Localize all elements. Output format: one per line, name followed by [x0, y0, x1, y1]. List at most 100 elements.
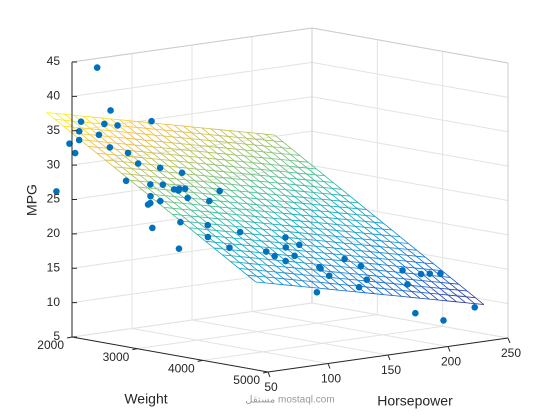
mesh-line	[377, 264, 387, 272]
mesh-line	[199, 216, 209, 219]
mesh-line	[316, 240, 326, 248]
mesh-line	[243, 232, 253, 241]
mesh-line	[337, 218, 347, 220]
mesh-line	[289, 231, 299, 239]
mesh-line	[371, 239, 382, 242]
mesh-line	[399, 236, 409, 244]
mesh-line	[276, 188, 286, 196]
mesh-line	[239, 262, 249, 270]
mesh-line	[278, 248, 288, 256]
mesh-line	[413, 273, 423, 281]
mesh-line	[155, 128, 164, 137]
mesh-line	[361, 244, 371, 252]
mesh-line	[229, 201, 239, 204]
data-point	[106, 144, 114, 151]
mesh-line	[362, 238, 373, 241]
mesh-line	[381, 234, 391, 243]
mesh-line	[231, 255, 241, 258]
mesh-line	[394, 277, 404, 285]
mesh-line	[288, 165, 298, 174]
mesh-line	[357, 279, 367, 288]
mesh-line	[168, 165, 179, 168]
z-tick-label: 45	[47, 54, 61, 68]
mesh-line	[308, 233, 318, 235]
mesh-line	[199, 210, 209, 219]
mesh-line	[321, 204, 331, 207]
mesh-line	[181, 208, 191, 217]
mesh-line	[205, 240, 215, 243]
mesh-line	[166, 183, 176, 186]
mesh-line	[402, 290, 412, 298]
mesh-line	[421, 286, 431, 288]
mesh-line	[267, 259, 277, 267]
mesh-line	[217, 218, 227, 226]
mesh-line	[117, 137, 126, 145]
mesh-line	[272, 217, 282, 226]
mesh-line	[207, 229, 217, 231]
mesh-line	[269, 170, 279, 178]
mesh-line	[248, 263, 258, 271]
mesh-line	[266, 199, 275, 207]
mesh-line	[327, 223, 337, 231]
data-point	[363, 276, 371, 284]
grid-line	[131, 328, 329, 364]
mesh-line	[113, 166, 123, 169]
mesh-line	[371, 239, 381, 248]
mesh-line	[234, 231, 244, 240]
points	[53, 64, 479, 324]
mesh-line	[192, 198, 202, 206]
box-edge	[311, 27, 509, 64]
mesh-line	[390, 241, 399, 249]
mesh-line	[403, 278, 414, 281]
data-point	[355, 283, 363, 291]
mesh-line	[218, 206, 228, 215]
mesh-line	[368, 268, 377, 277]
mesh-line	[294, 196, 304, 198]
data-point	[157, 197, 164, 205]
mesh-line	[386, 270, 396, 279]
mesh-line	[227, 142, 237, 150]
mesh-line	[172, 207, 183, 210]
mesh-line	[115, 154, 125, 157]
mesh-line	[329, 205, 339, 214]
mesh-line	[218, 135, 228, 143]
mesh-line	[178, 166, 188, 169]
data-point	[134, 160, 142, 167]
mesh-line	[143, 145, 153, 154]
mesh-line	[209, 211, 219, 214]
mesh-line	[190, 144, 199, 152]
mesh-line	[269, 175, 279, 178]
mesh-line	[114, 160, 123, 168]
mesh-line	[216, 224, 226, 232]
mesh-line	[274, 206, 284, 214]
mesh-line	[116, 142, 126, 145]
mesh-line	[384, 288, 394, 291]
mesh-line	[278, 176, 288, 185]
mesh-line	[225, 230, 235, 233]
mesh-line	[290, 154, 300, 162]
y-tick	[507, 337, 511, 344]
mesh-line	[225, 225, 235, 233]
mesh-line	[235, 154, 245, 157]
mesh-line	[220, 194, 230, 197]
mesh-line	[320, 276, 330, 284]
mesh-line	[291, 148, 300, 156]
mesh-line	[466, 296, 476, 299]
mesh-line	[343, 242, 354, 245]
mesh-line	[251, 168, 262, 170]
mesh-line	[141, 163, 151, 171]
mesh-line	[252, 162, 262, 164]
mesh-line	[264, 216, 274, 219]
mesh-line	[168, 171, 178, 174]
mesh-line	[287, 177, 297, 186]
y-tick	[267, 371, 271, 378]
mesh-line	[319, 216, 329, 219]
mesh-line	[287, 177, 297, 180]
mesh-line	[260, 174, 270, 177]
z-tick-label: 15	[47, 260, 61, 274]
mesh-line	[215, 158, 225, 167]
mesh-line	[396, 265, 406, 268]
mesh-line	[399, 242, 408, 250]
mesh-line	[167, 177, 177, 186]
y-tick-label: 250	[501, 346, 521, 360]
